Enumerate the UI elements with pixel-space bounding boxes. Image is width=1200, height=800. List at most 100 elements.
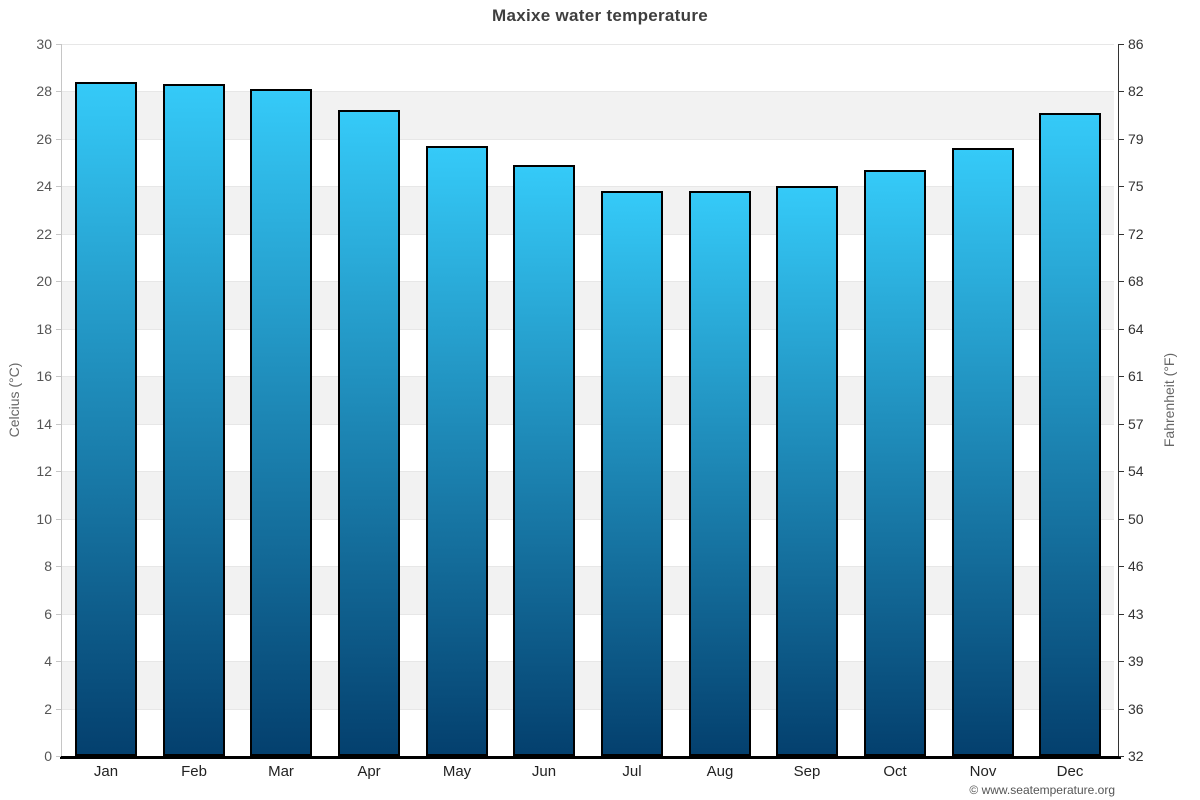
- fahrenheit-tick-86: 86: [1128, 36, 1144, 52]
- bar-dec[interactable]: [1039, 112, 1101, 756]
- celsius-tick-mark: [56, 91, 61, 93]
- bar-may[interactable]: [426, 146, 488, 756]
- celsius-tick-0: 0: [44, 748, 52, 764]
- celsius-tick-mark: [56, 613, 61, 615]
- gridline: [62, 661, 1114, 663]
- month-label-dec: Dec: [1056, 763, 1084, 780]
- fahrenheit-tick-64: 64: [1128, 320, 1144, 337]
- fahrenheit-tick-mark: [1119, 566, 1124, 568]
- month-label-oct: Oct: [883, 763, 907, 780]
- celsius-tick-mark: [56, 756, 61, 757]
- fahrenheit-tick-43: 43: [1128, 605, 1144, 622]
- fahrenheit-tick-mark: [1119, 423, 1124, 425]
- celsius-tick-8: 8: [44, 558, 52, 575]
- celsius-tick-mark: [56, 661, 61, 663]
- gridline: [62, 328, 1114, 330]
- gridline: [62, 708, 1114, 710]
- gridline: [62, 138, 1114, 140]
- fahrenheit-tick-57: 57: [1128, 415, 1144, 432]
- fahrenheit-tick-mark: [1119, 328, 1124, 330]
- plot-band: [62, 91, 1114, 139]
- month-label-mar: Mar: [268, 763, 294, 780]
- month-label-may: May: [442, 763, 472, 780]
- fahrenheit-tick-50: 50: [1128, 510, 1144, 527]
- celsius-tick-30: 30: [36, 36, 52, 52]
- gridline: [62, 566, 1114, 568]
- celsius-tick-24: 24: [36, 178, 52, 195]
- gridline: [62, 376, 1114, 378]
- fahrenheit-tick-mark: [1119, 613, 1124, 615]
- fahrenheit-tick-72: 72: [1128, 225, 1144, 242]
- fahrenheit-tick-mark: [1119, 186, 1124, 188]
- fahrenheit-tick-mark: [1119, 518, 1124, 520]
- fahrenheit-tick-39: 39: [1128, 653, 1144, 670]
- month-label-nov: Nov: [969, 763, 997, 780]
- celsius-tick-10: 10: [36, 510, 52, 527]
- bar-feb[interactable]: [163, 84, 225, 756]
- month-label-feb: Feb: [181, 763, 207, 780]
- celsius-tick-mark: [56, 708, 61, 710]
- gridline: [62, 186, 1114, 188]
- gridline: [62, 423, 1114, 425]
- fahrenheit-tick-75: 75: [1128, 178, 1144, 195]
- gridline: [62, 233, 1114, 235]
- fahrenheit-axis-line: [1118, 44, 1119, 756]
- celsius-tick-16: 16: [36, 368, 52, 385]
- bar-nov[interactable]: [952, 148, 1014, 756]
- plot-area: [60, 44, 1121, 759]
- plot-band: [62, 281, 1114, 329]
- fahrenheit-tick-mark: [1119, 661, 1124, 663]
- celsius-tick-4: 4: [44, 653, 52, 670]
- celsius-tick-20: 20: [36, 273, 52, 290]
- plot-band: [62, 376, 1114, 424]
- month-label-jan: Jan: [93, 763, 119, 780]
- bar-jan[interactable]: [75, 81, 137, 756]
- celsius-tick-mark: [56, 376, 61, 378]
- fahrenheit-tick-mark: [1119, 44, 1124, 45]
- celsius-tick-14: 14: [36, 415, 52, 432]
- plot-band: [62, 186, 1114, 234]
- bar-jul[interactable]: [601, 191, 663, 756]
- celsius-axis-line: [61, 44, 62, 756]
- copyright-link[interactable]: © www.seatemperature.org: [969, 783, 1115, 797]
- bar-mar[interactable]: [250, 89, 312, 756]
- plot-band: [62, 661, 1114, 709]
- fahrenheit-axis-title: Fahrenheit (°F): [1161, 352, 1177, 448]
- month-label-apr: Apr: [357, 763, 381, 780]
- bar-aug[interactable]: [689, 191, 751, 756]
- bar-oct[interactable]: [864, 169, 926, 756]
- gridline: [62, 281, 1114, 283]
- fahrenheit-tick-32: 32: [1128, 748, 1144, 764]
- celsius-tick-mark: [56, 328, 61, 330]
- fahrenheit-tick-mark: [1119, 756, 1124, 757]
- celsius-tick-26: 26: [36, 130, 52, 147]
- gridline: [62, 91, 1114, 93]
- fahrenheit-tick-79: 79: [1128, 130, 1144, 147]
- bar-sep[interactable]: [776, 186, 838, 756]
- fahrenheit-tick-36: 36: [1128, 700, 1144, 717]
- celsius-tick-12: 12: [36, 463, 52, 480]
- fahrenheit-tick-46: 46: [1128, 558, 1144, 575]
- gridline: [62, 613, 1114, 615]
- fahrenheit-tick-82: 82: [1128, 83, 1144, 100]
- celsius-tick-22: 22: [36, 225, 52, 242]
- month-label-jul: Jul: [622, 763, 642, 780]
- fahrenheit-tick-mark: [1119, 376, 1124, 378]
- bar-apr[interactable]: [338, 110, 400, 756]
- celsius-tick-mark: [56, 138, 61, 140]
- fahrenheit-tick-mark: [1119, 233, 1124, 235]
- celsius-tick-28: 28: [36, 83, 52, 100]
- fahrenheit-tick-mark: [1119, 708, 1124, 710]
- celsius-tick-mark: [56, 566, 61, 568]
- celsius-tick-mark: [56, 186, 61, 188]
- plot-band: [62, 566, 1114, 614]
- celsius-tick-mark: [56, 233, 61, 235]
- celsius-tick-mark: [56, 471, 61, 473]
- celsius-tick-mark: [56, 518, 61, 520]
- bar-jun[interactable]: [513, 165, 575, 756]
- celsius-tick-18: 18: [36, 320, 52, 337]
- fahrenheit-tick-mark: [1119, 471, 1124, 473]
- x-axis-line: [60, 756, 1121, 759]
- gridline: [62, 44, 1114, 45]
